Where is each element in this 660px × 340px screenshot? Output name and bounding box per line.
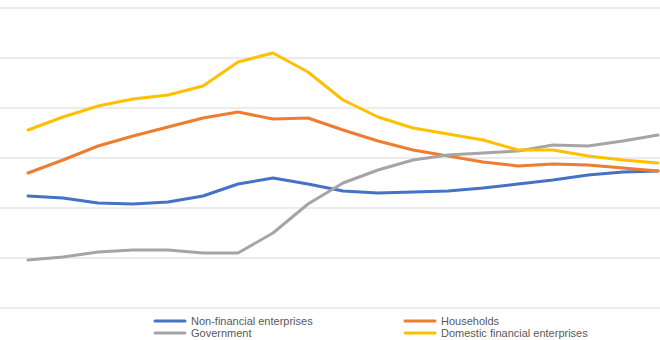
grid-line — [0, 58, 660, 59]
chart-svg: Non-financial enterprises Households Gover… — [0, 0, 660, 340]
series-line — [28, 171, 658, 204]
series-line — [28, 53, 658, 163]
series-line — [28, 135, 658, 260]
legend-label: Non-financial enterprises — [191, 315, 313, 327]
legend: Non-financial enterprises Households Gover… — [155, 315, 588, 339]
series-line — [28, 112, 658, 173]
legend-swatch — [405, 320, 435, 323]
grid — [0, 8, 660, 308]
legend-label: Government — [191, 327, 252, 339]
grid-line — [0, 158, 660, 159]
grid-line — [0, 308, 660, 309]
grid-line — [0, 208, 660, 209]
legend-label: Domestic financial enterprises — [441, 327, 588, 339]
legend-swatch — [155, 320, 185, 323]
page: {"chart_data": {"type": "line", "categor… — [0, 0, 660, 340]
chart-container: Non-financial enterprises Households Gover… — [0, 0, 660, 340]
grid-line — [0, 258, 660, 259]
grid-line — [0, 8, 660, 9]
legend-label: Households — [441, 315, 500, 327]
legend-swatch — [405, 332, 435, 335]
grid-line — [0, 108, 660, 109]
lines — [28, 53, 658, 260]
legend-swatch — [155, 332, 185, 335]
